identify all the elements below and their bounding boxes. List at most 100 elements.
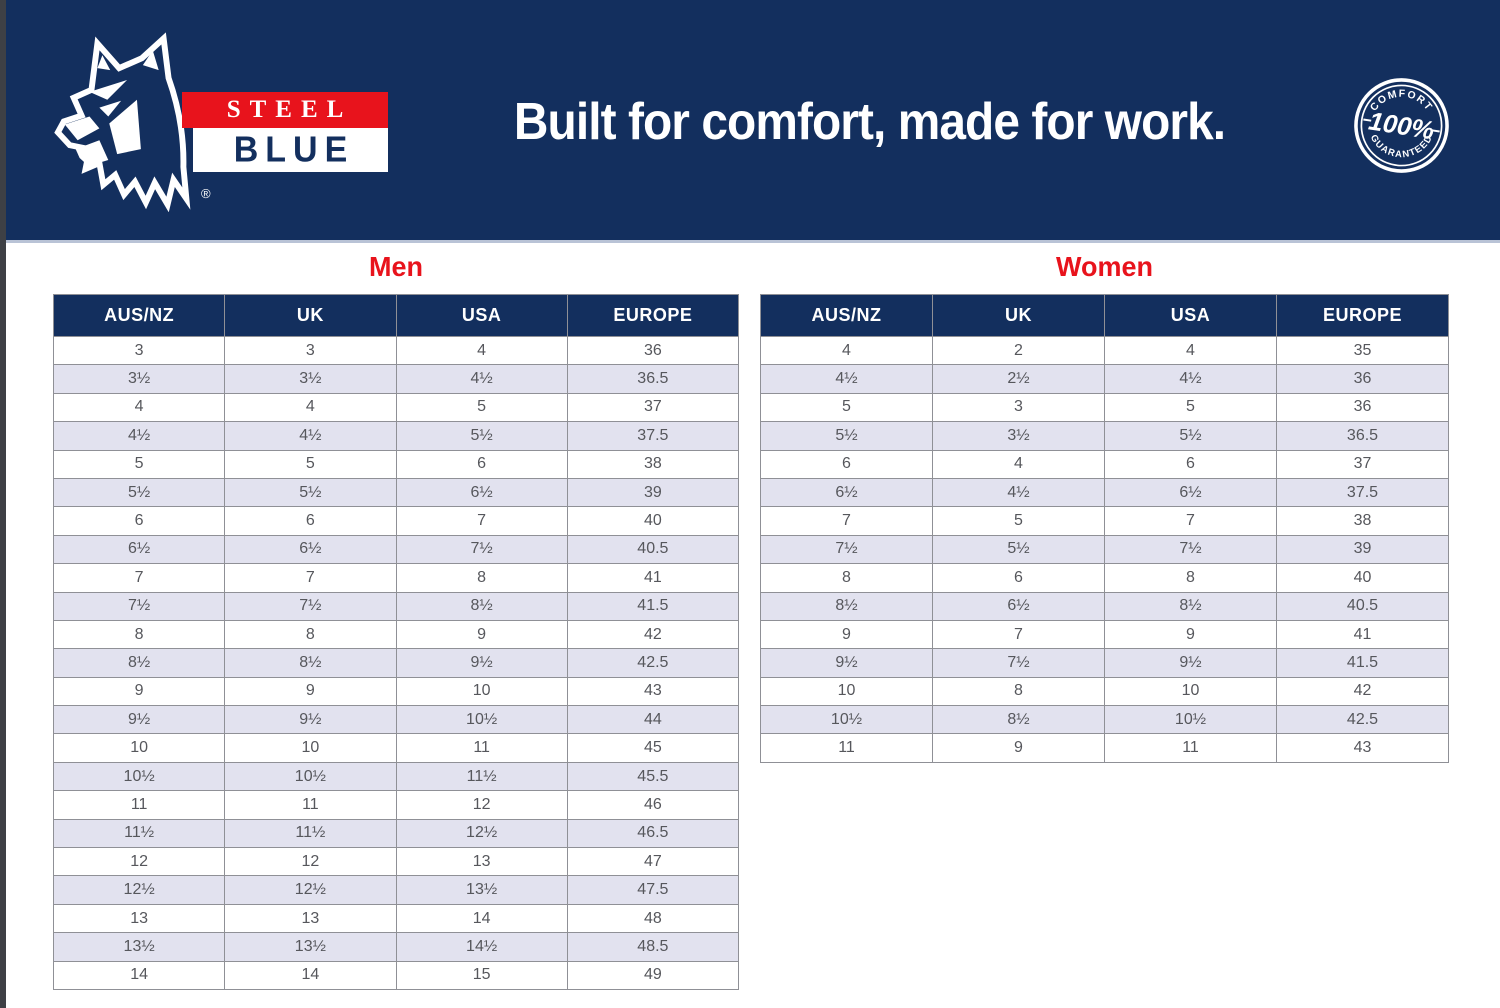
table-row: 6½ 4½ 6½ 37.5 — [760, 477, 1449, 508]
table-row: 12 12 13 47 — [52, 847, 740, 877]
size-cell: 8½ — [52, 648, 226, 678]
table-row: 13 13 14 48 — [52, 903, 740, 934]
screen-edge-strip — [0, 0, 6, 1008]
column-header: UK — [224, 294, 397, 337]
column-header: AUS/NZ — [760, 294, 933, 337]
size-cell: 9 — [760, 619, 933, 650]
size-cell: 11 — [395, 733, 568, 763]
size-cell: 14 — [52, 960, 226, 990]
size-cell: 9 — [1104, 619, 1277, 650]
size-cell: 5½ — [52, 477, 226, 508]
size-cell: 10 — [1104, 676, 1277, 707]
size-cell: 43 — [1276, 733, 1449, 763]
size-cell: 5 — [52, 449, 226, 479]
size-cell: 36.5 — [1276, 421, 1449, 451]
table-row: 6 6 7 40 — [52, 506, 740, 536]
size-cell: 12½ — [224, 875, 397, 905]
women-size-table-wrap: AUS/NZ UK USA EUROPE 4 2 4 35 4½ 2½ 4½ 36 5 3 5 36 5½ 3½ 5… — [760, 294, 1449, 763]
size-cell: 7 — [932, 619, 1105, 650]
size-cell: 6 — [760, 449, 933, 479]
size-cell: 7 — [760, 506, 933, 536]
comfort-guaranteed-badge-icon: COMFORT GUARANTEED 100% — [1354, 78, 1449, 173]
size-cell: 6½ — [52, 534, 226, 565]
size-cell: 7 — [395, 506, 568, 536]
table-row: 5 3 5 36 — [760, 392, 1449, 423]
column-header: EUROPE — [1276, 294, 1449, 337]
size-cell: 36 — [566, 335, 740, 366]
size-cell: 5½ — [224, 477, 397, 508]
table-row: 8 6 8 40 — [760, 563, 1449, 593]
size-cell: 2 — [932, 335, 1105, 366]
table-row: 5½ 5½ 6½ 39 — [52, 477, 740, 508]
table-row: 8½ 8½ 9½ 42.5 — [52, 648, 740, 678]
size-cell: 36 — [1276, 392, 1449, 423]
size-cell: 6 — [224, 506, 397, 536]
men-size-table: AUS/NZ UK USA EUROPE 3 3 4 36 3½ 3½ 4½ 36.5 4 4 5 37 4½ 4… — [52, 294, 740, 990]
size-cell: 6½ — [224, 534, 397, 565]
size-cell: 8 — [52, 619, 226, 650]
size-cell: 10 — [52, 733, 226, 763]
size-cell: 8 — [1104, 563, 1277, 593]
size-cell: 7½ — [932, 648, 1105, 678]
size-cell: 14 — [224, 960, 397, 990]
size-cell: 35 — [1276, 335, 1449, 366]
size-cell: 3 — [932, 392, 1105, 423]
column-header: USA — [395, 294, 568, 337]
size-cell: 8 — [760, 563, 933, 593]
size-cell: 14 — [395, 903, 568, 934]
size-cell: 12 — [395, 790, 568, 820]
table-row: 4 4 5 37 — [52, 392, 740, 423]
size-cell: 36 — [1276, 364, 1449, 394]
size-cell: 8½ — [932, 705, 1105, 735]
size-cell: 12 — [224, 847, 397, 877]
size-cell: 43 — [566, 676, 740, 707]
blue-box: BLUE — [193, 128, 388, 172]
size-cell: 11 — [1104, 733, 1277, 763]
size-cell: 6½ — [760, 477, 933, 508]
table-row: 6½ 6½ 7½ 40.5 — [52, 534, 740, 565]
header-row: AUS/NZ UK USA EUROPE — [52, 294, 740, 337]
size-cell: 4 — [1104, 335, 1277, 366]
women-size-table: AUS/NZ UK USA EUROPE 4 2 4 35 4½ 2½ 4½ 36 5 3 5 36 5½ 3½ 5… — [760, 294, 1449, 763]
size-cell: 47.5 — [566, 875, 740, 905]
size-cell: 5½ — [932, 534, 1105, 565]
table-row: 3 3 4 36 — [52, 335, 740, 366]
size-cell: 5½ — [1104, 421, 1277, 451]
size-cell: 42 — [566, 619, 740, 650]
size-cell: 39 — [566, 477, 740, 508]
size-cell: 8½ — [224, 648, 397, 678]
size-cell: 9 — [395, 619, 568, 650]
table-row: 14 14 15 49 — [52, 960, 740, 990]
size-cell: 7½ — [395, 534, 568, 565]
size-cell: 12 — [52, 847, 226, 877]
wolf-head-icon — [54, 32, 191, 212]
size-cell: 9 — [224, 676, 397, 707]
size-cell: 37 — [566, 392, 740, 423]
size-cell: 37.5 — [1276, 477, 1449, 508]
size-cell: 11 — [760, 733, 933, 763]
size-cell: 13½ — [224, 932, 397, 962]
size-cell: 6½ — [1104, 477, 1277, 508]
size-cell: 7½ — [760, 534, 933, 565]
size-cell: 40.5 — [566, 534, 740, 565]
size-cell: 10 — [224, 733, 397, 763]
size-cell: 7½ — [1104, 534, 1277, 565]
size-cell: 9½ — [52, 705, 226, 735]
size-cell: 46.5 — [566, 818, 740, 849]
size-cell: 49 — [566, 960, 740, 990]
table-row: 4½ 2½ 4½ 36 — [760, 364, 1449, 394]
tagline: Built for comfort, made for work. — [514, 92, 1226, 151]
size-cell: 48.5 — [566, 932, 740, 962]
size-cell: 10½ — [760, 705, 933, 735]
size-cell: 13½ — [52, 932, 226, 962]
size-cell: 10½ — [52, 761, 226, 792]
table-row: 9½ 7½ 9½ 41.5 — [760, 648, 1449, 678]
table-row: 4½ 4½ 5½ 37.5 — [52, 421, 740, 451]
table-row: 11 9 11 43 — [760, 733, 1449, 763]
size-cell: 8½ — [1104, 591, 1277, 621]
size-cell: 12½ — [395, 818, 568, 849]
size-cell: 10½ — [224, 761, 397, 792]
size-cell: 4½ — [224, 421, 397, 451]
size-cell: 9 — [932, 733, 1105, 763]
table-row: 11½ 11½ 12½ 46.5 — [52, 818, 740, 849]
